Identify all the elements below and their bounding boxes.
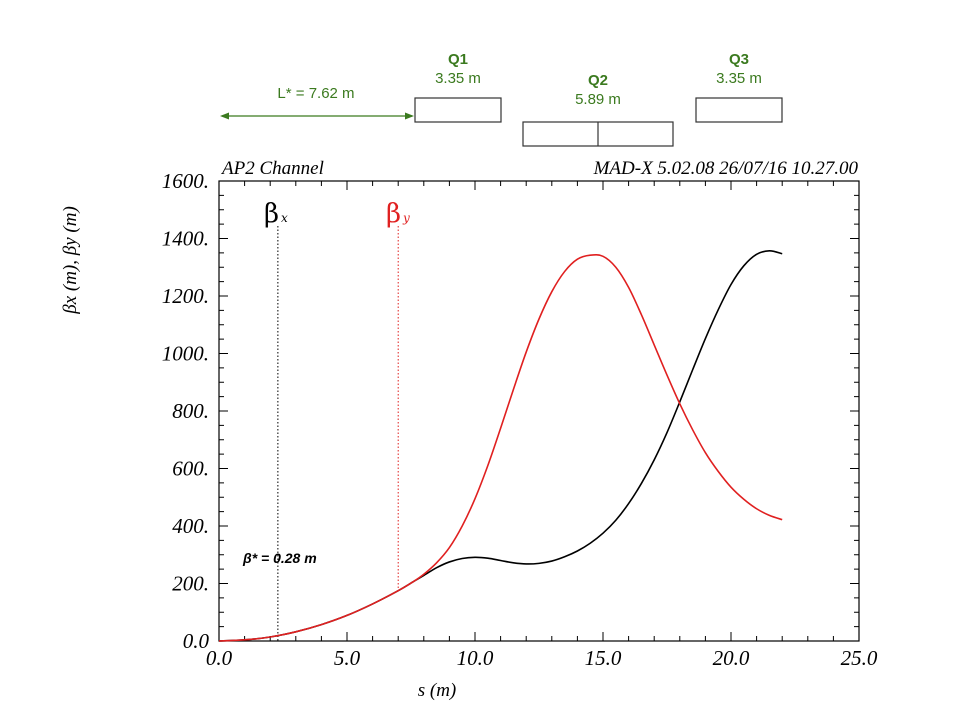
axis-ticks	[218, 180, 860, 642]
x-tick-label: 20.0	[713, 646, 750, 670]
plot-frame	[218, 180, 860, 642]
x-tick-label: 5.0	[334, 646, 361, 670]
chart-title: AP2 Channel	[220, 158, 324, 179]
beta-star-label: β* = 0.28 m	[242, 550, 317, 566]
chart-run-info: MAD-X 5.02.08 26/07/16 10.27.00	[593, 158, 859, 179]
x-tick-label: 10.0	[457, 646, 494, 670]
y-tick-label: 1200.	[162, 284, 209, 308]
y-tick-label: 600.	[172, 457, 209, 481]
q2-length: 5.89 m	[575, 91, 621, 108]
q1-length: 3.35 m	[435, 70, 481, 87]
q3-name: Q3	[729, 51, 749, 68]
q3-length: 3.35 m	[716, 70, 762, 87]
drift-arrow-left-head	[220, 112, 229, 120]
y-tick-labels: 0.0 200. 400. 600. 800. 1000. 1200. 1400. 1600.	[162, 169, 210, 653]
y-tick-label: 1000.	[162, 342, 209, 366]
y-tick-label: 400.	[172, 514, 209, 538]
y-tick-label: 0.0	[183, 629, 210, 653]
x-tick-labels: 0.0 5.0 10.0 15.0 20.0 25.0	[206, 646, 878, 670]
q2-name: Q2	[588, 72, 608, 89]
y-tick-label: 1400.	[162, 227, 209, 251]
q3-magnet	[695, 97, 783, 123]
drift-label: L* = 7.62 m	[277, 85, 354, 102]
x-tick-label: 25.0	[841, 646, 878, 670]
y-tick-label: 1600.	[162, 169, 209, 193]
drift-arrow-right-head	[405, 112, 414, 120]
x-axis-label: s (m)	[418, 680, 457, 701]
y-tick-label: 800.	[172, 399, 209, 423]
lattice-schematic: L* = 7.62 m Q1 3.35 m Q2 5.89 m Q3 3.35 …	[220, 51, 783, 147]
q1-name: Q1	[448, 51, 468, 68]
y-axis-label: βx (m), βy (m)	[60, 206, 81, 315]
x-tick-label: 0.0	[206, 646, 233, 670]
beta-x-curve	[218, 250, 783, 642]
x-tick-label: 15.0	[585, 646, 622, 670]
y-tick-label: 200.	[172, 572, 209, 596]
q1-magnet	[414, 97, 502, 123]
beta-y-curve	[218, 253, 783, 642]
